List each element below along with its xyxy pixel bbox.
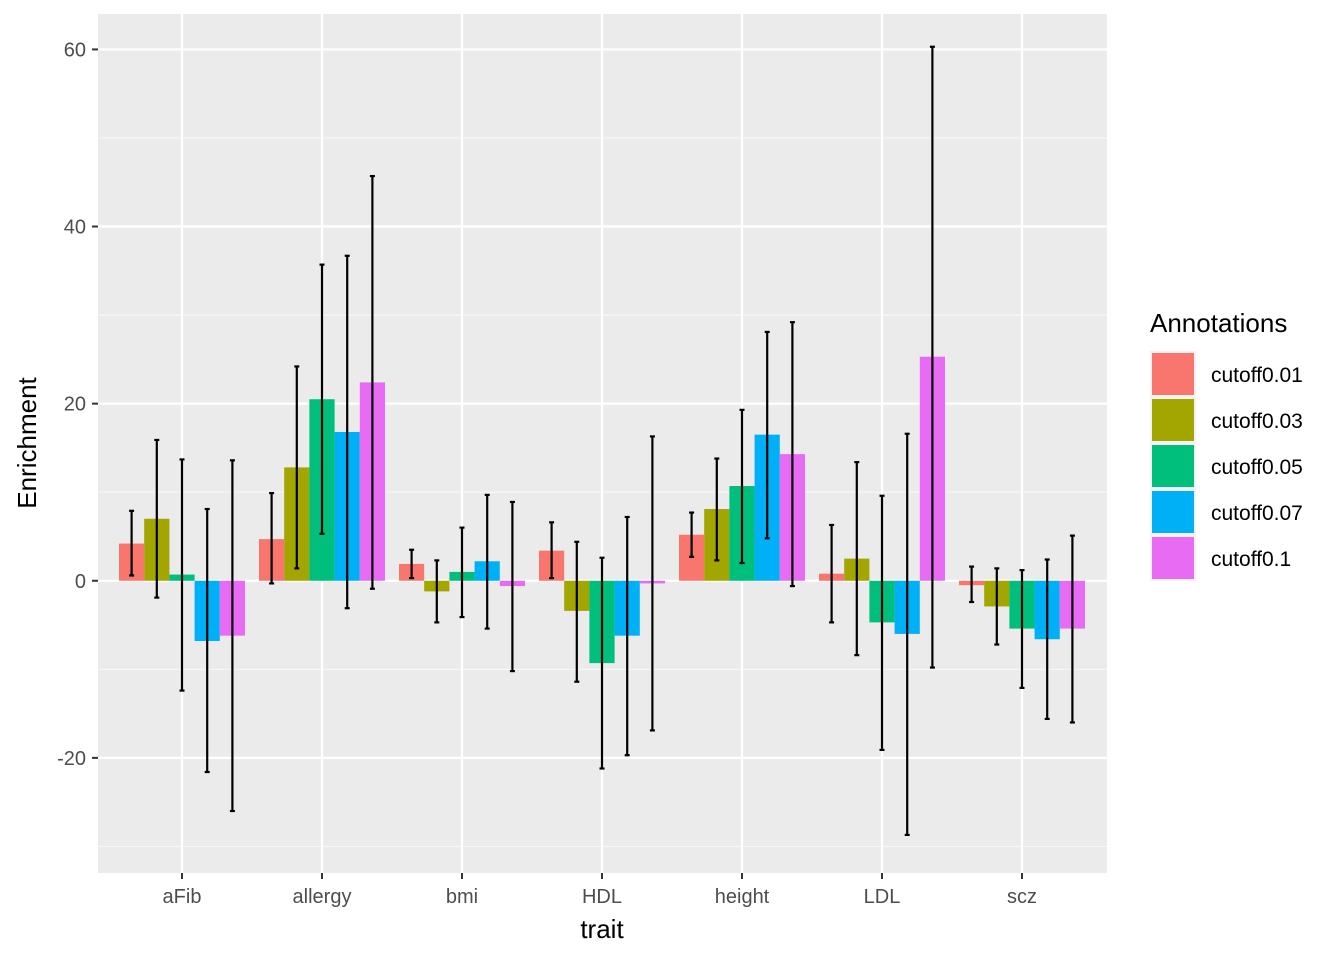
x-tick-label-HDL: HDL <box>582 886 622 908</box>
y-axis: -20 0 20 40 60 <box>57 39 98 770</box>
x-tick-label-scz: scz <box>1007 886 1037 908</box>
legend-key-cutoff0.1 <box>1152 537 1194 579</box>
y-tick-label: 20 <box>64 394 86 416</box>
legend-label-cutoff0.01: cutoff0.01 <box>1211 364 1303 387</box>
y-tick-label: 60 <box>64 39 86 61</box>
x-axis: aFib allergy bmi HDL height LDL scz <box>163 873 1037 908</box>
x-tick-label-bmi: bmi <box>446 886 478 908</box>
legend-key-cutoff0.01 <box>1152 353 1194 395</box>
x-tick-label-allergy: allergy <box>293 886 352 908</box>
x-tick-label-height: height <box>715 886 770 908</box>
x-tick-label-LDL: LDL <box>864 886 901 908</box>
x-tick-label-aFib: aFib <box>163 886 202 908</box>
y-tick-label: 0 <box>75 571 86 593</box>
legend-label-cutoff0.03: cutoff0.03 <box>1211 410 1303 433</box>
legend-label-cutoff0.07: cutoff0.07 <box>1211 502 1303 525</box>
y-tick-label: -20 <box>57 748 86 770</box>
legend-title: Annotations <box>1150 308 1287 338</box>
legend-label-cutoff0.1: cutoff0.1 <box>1211 548 1291 571</box>
legend-key-cutoff0.07 <box>1152 491 1194 533</box>
legend-key-cutoff0.05 <box>1152 445 1194 487</box>
legend-key-cutoff0.03 <box>1152 399 1194 441</box>
y-tick-label: 40 <box>64 217 86 239</box>
error-bars <box>129 45 1075 837</box>
x-axis-title: trait <box>580 914 624 944</box>
legend: Annotations cutoff0.01 cutoff0.03 cutoff0.… <box>1150 308 1303 581</box>
legend-label-cutoff0.05: cutoff0.05 <box>1211 456 1303 479</box>
y-axis-title: Enrichment <box>12 376 42 508</box>
